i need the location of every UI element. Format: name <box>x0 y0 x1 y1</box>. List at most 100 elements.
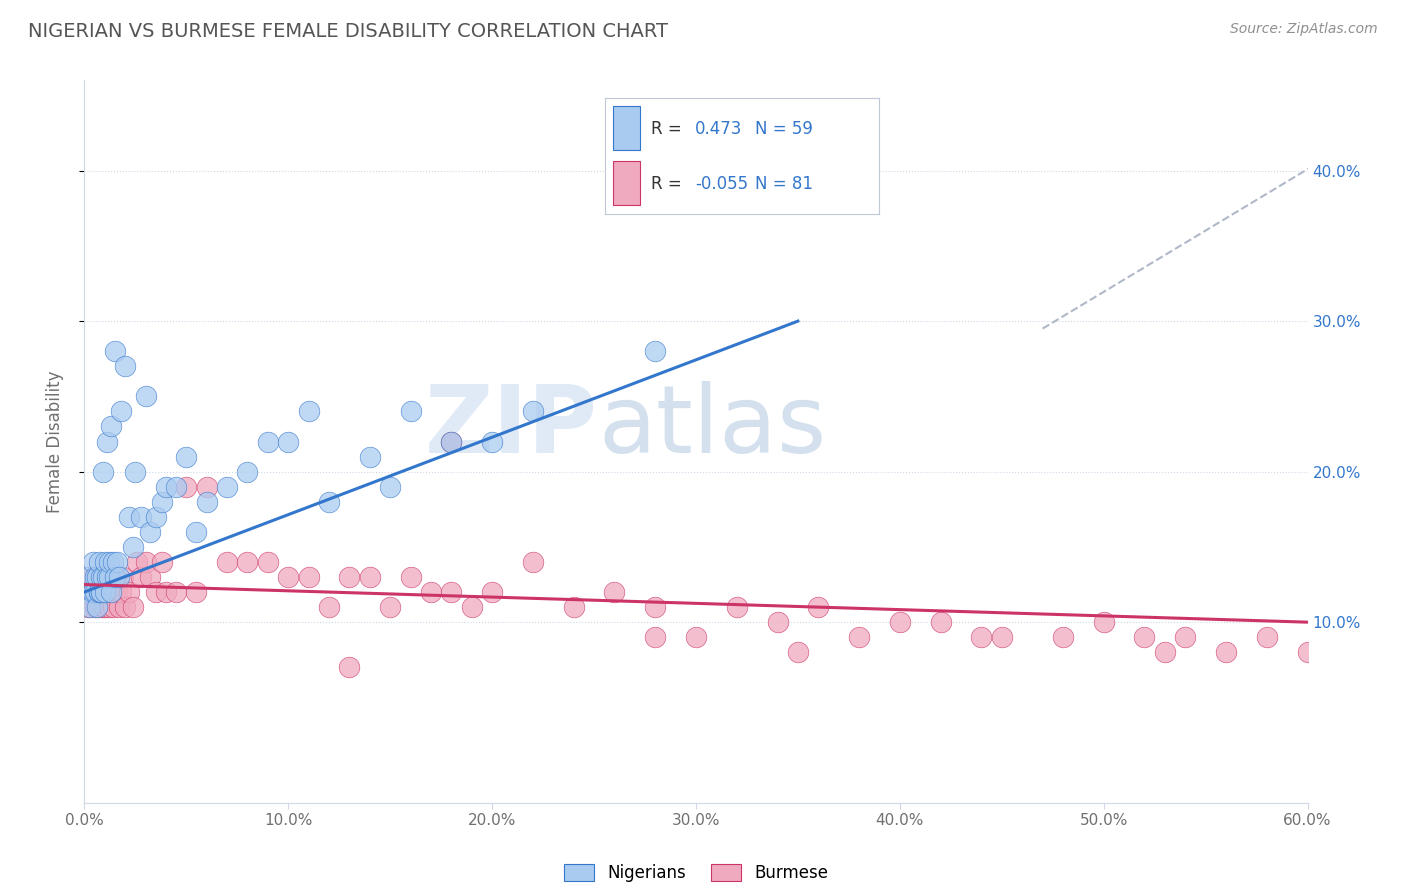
Text: Source: ZipAtlas.com: Source: ZipAtlas.com <box>1230 22 1378 37</box>
Point <box>90 585 112 599</box>
Point <box>644 344 666 359</box>
Point <box>135 389 157 403</box>
Point <box>91 570 114 584</box>
Point <box>217 480 239 494</box>
Point <box>236 555 259 569</box>
Point <box>100 585 122 599</box>
Point <box>165 480 187 494</box>
Point <box>93 585 115 599</box>
Text: NIGERIAN VS BURMESE FEMALE DISABILITY CORRELATION CHART: NIGERIAN VS BURMESE FEMALE DISABILITY CO… <box>28 22 668 41</box>
Point <box>97 600 120 615</box>
Point <box>90 585 112 599</box>
Text: ZIP: ZIP <box>425 381 598 473</box>
Point <box>97 555 120 569</box>
Text: 0.473: 0.473 <box>695 120 742 138</box>
Point <box>110 404 132 418</box>
Point <box>97 570 120 584</box>
Bar <box>613 106 640 150</box>
Point <box>124 465 146 479</box>
Point <box>83 570 105 584</box>
Point <box>399 570 422 584</box>
Point <box>104 585 127 599</box>
Point <box>399 404 422 418</box>
Point <box>991 630 1014 644</box>
Point <box>339 570 361 584</box>
Point <box>122 600 145 615</box>
Point <box>685 630 707 644</box>
Text: N = 81: N = 81 <box>755 175 814 193</box>
Point <box>108 600 131 615</box>
Point <box>339 660 361 674</box>
Point <box>93 600 115 615</box>
Point <box>77 600 100 615</box>
Point <box>83 600 105 615</box>
Point <box>96 570 118 584</box>
Point <box>420 585 443 599</box>
Point <box>79 600 101 615</box>
Point <box>150 555 173 569</box>
Point <box>1092 615 1115 630</box>
Point <box>644 600 666 615</box>
Point <box>118 509 141 524</box>
Point <box>105 585 128 599</box>
Point <box>174 480 197 494</box>
Point <box>1256 630 1278 644</box>
Point <box>318 600 340 615</box>
Point <box>100 585 122 599</box>
Point <box>101 600 124 615</box>
Point <box>318 494 340 508</box>
Point <box>766 615 789 630</box>
Point <box>277 570 299 584</box>
Point <box>461 600 484 615</box>
Text: R =: R = <box>651 120 688 138</box>
Text: atlas: atlas <box>598 381 827 473</box>
Point <box>1052 630 1074 644</box>
Point <box>100 570 122 584</box>
Point <box>104 344 127 359</box>
Point <box>155 585 177 599</box>
Point <box>131 570 153 584</box>
Point <box>481 585 503 599</box>
Point <box>96 570 118 584</box>
Point <box>91 465 114 479</box>
Point <box>257 555 280 569</box>
Point <box>101 555 124 569</box>
Point <box>91 585 114 599</box>
Point <box>86 585 108 599</box>
Point <box>122 540 145 554</box>
Point <box>644 630 666 644</box>
Point <box>86 570 108 584</box>
Point <box>1296 645 1319 659</box>
Point <box>96 585 118 599</box>
Point <box>82 555 104 569</box>
Point <box>970 630 993 644</box>
Point <box>87 585 110 599</box>
Bar <box>613 161 640 205</box>
Point <box>298 570 321 584</box>
Y-axis label: Female Disability: Female Disability <box>45 370 63 513</box>
Point <box>725 600 748 615</box>
Point <box>110 585 132 599</box>
Point <box>100 419 122 434</box>
Point <box>848 630 870 644</box>
Point <box>277 434 299 449</box>
Point <box>82 570 104 584</box>
Point <box>90 570 112 584</box>
Point <box>359 450 381 464</box>
Point <box>195 494 218 508</box>
Point <box>1174 630 1197 644</box>
Text: N = 59: N = 59 <box>755 120 813 138</box>
Point <box>195 480 218 494</box>
Point <box>929 615 952 630</box>
Point <box>807 600 830 615</box>
Point <box>86 600 108 615</box>
Point <box>440 434 463 449</box>
Point <box>380 600 402 615</box>
Point <box>91 600 114 615</box>
Point <box>114 600 136 615</box>
Point <box>105 555 128 569</box>
Point <box>87 585 110 599</box>
Point <box>186 524 208 539</box>
Point <box>138 524 160 539</box>
Point <box>150 494 173 508</box>
